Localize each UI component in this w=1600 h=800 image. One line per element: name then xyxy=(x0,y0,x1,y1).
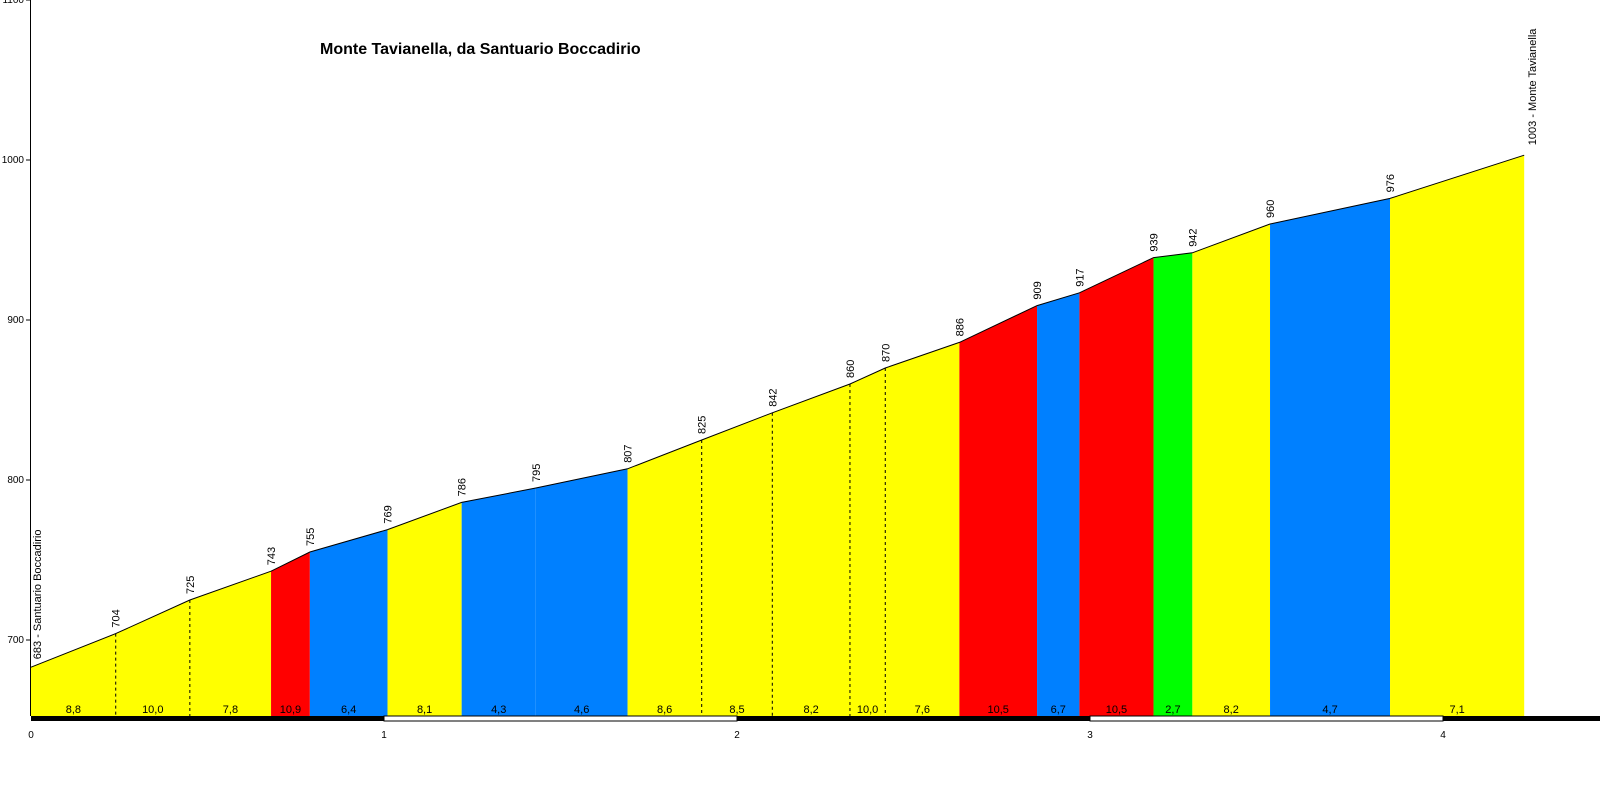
elevation-label: 842 xyxy=(767,388,779,406)
scale-bar-block xyxy=(1089,715,1444,722)
x-tick-label: 0 xyxy=(28,730,34,741)
gradient-label: 8,2 xyxy=(803,704,818,716)
y-axis-ticks: 700 800 900 1000 1100 xyxy=(2,0,31,646)
gradient-segment xyxy=(461,488,536,716)
scale-bar-block xyxy=(737,716,1090,721)
gradient-label: 4,6 xyxy=(574,704,589,716)
gradient-segment xyxy=(387,502,462,716)
gradient-label: 8,5 xyxy=(729,704,744,716)
gradient-segment xyxy=(627,440,702,716)
gradient-segment xyxy=(1037,292,1080,716)
y-tick-label: 1100 xyxy=(2,0,24,6)
elevation-label: 743 xyxy=(266,547,278,565)
gradient-label: 10,0 xyxy=(142,704,163,716)
elevation-label: 786 xyxy=(457,478,469,496)
gradient-segment xyxy=(1192,224,1271,716)
gradient-segment xyxy=(115,600,190,716)
gradient-segment xyxy=(885,342,960,716)
elevation-label: 860 xyxy=(845,360,857,378)
gradient-label: 2,7 xyxy=(1165,704,1180,716)
chart-title: Monte Tavianella, da Santuario Boccadiri… xyxy=(320,41,641,58)
distance-scale-bar xyxy=(31,715,1600,722)
elevation-labels: 704 725 743 755 769 786 795 807 825 842 860 870 886 9… xyxy=(111,174,1397,628)
gradient-segment xyxy=(1390,155,1525,716)
start-point-label: 683 - Santuario Boccadirio xyxy=(32,530,44,660)
gradient-segment xyxy=(1270,198,1391,716)
elevation-label: 807 xyxy=(623,444,635,462)
gradient-label: 7,6 xyxy=(915,704,930,716)
gradient-label: 8,1 xyxy=(417,704,432,716)
gradient-segment xyxy=(701,412,773,716)
gradient-label: 4,7 xyxy=(1322,704,1337,716)
gradient-segment xyxy=(1153,252,1193,717)
y-tick-label: 1000 xyxy=(2,155,25,166)
gradient-segment xyxy=(309,529,388,716)
gradient-segment xyxy=(772,384,850,716)
gradient-segment xyxy=(271,552,310,716)
profile-outline xyxy=(30,154,1525,668)
elevation-label: 909 xyxy=(1032,281,1044,299)
gradient-label: 10,9 xyxy=(280,704,301,716)
elevation-label: 795 xyxy=(531,464,543,482)
gradient-label: 6,7 xyxy=(1051,704,1066,716)
end-point-label: 1003 - Monte Tavianella xyxy=(1527,28,1539,145)
gradient-labels: 8,8 10,0 7,8 10,9 6,4 8,1 4,3 4,6 8,6 8,5 8,2 10,0 7… xyxy=(66,704,1465,716)
gradient-label: 10,0 xyxy=(857,704,878,716)
gradient-segment xyxy=(959,305,1038,716)
elevation-label: 755 xyxy=(305,528,317,546)
x-tick-label: 3 xyxy=(1087,730,1093,741)
gradient-segment xyxy=(849,368,886,716)
gradient-label: 4,3 xyxy=(491,704,506,716)
elevation-label: 725 xyxy=(185,576,197,594)
x-tick-label: 4 xyxy=(1440,730,1446,741)
gradient-segment xyxy=(1079,257,1154,716)
gradient-label: 10,5 xyxy=(1106,704,1127,716)
gradient-label: 8,2 xyxy=(1224,704,1239,716)
segment-dividers xyxy=(115,368,886,716)
elevation-label: 960 xyxy=(1265,200,1277,218)
scale-bar-block xyxy=(1443,716,1600,721)
gradient-segment xyxy=(31,633,116,716)
elevation-label: 917 xyxy=(1074,268,1086,286)
y-tick-label: 700 xyxy=(7,635,24,646)
gradient-label: 7,8 xyxy=(223,704,238,716)
x-tick-label: 2 xyxy=(734,730,740,741)
gradient-segment xyxy=(535,468,628,716)
elevation-label: 939 xyxy=(1149,233,1161,251)
elevation-label: 825 xyxy=(697,416,709,434)
elevation-label: 704 xyxy=(111,609,123,627)
scale-bar-block xyxy=(31,716,384,721)
elevation-label: 976 xyxy=(1385,174,1397,192)
y-tick-label: 900 xyxy=(7,315,24,326)
gradient-segment xyxy=(189,571,272,716)
x-axis-ticks: 0 1 2 3 4 xyxy=(28,730,1446,741)
gradient-label: 10,5 xyxy=(988,704,1009,716)
elevation-label: 870 xyxy=(880,344,892,362)
gradient-label: 8,6 xyxy=(657,704,672,716)
elevation-label: 886 xyxy=(954,318,966,336)
scale-bar-block xyxy=(383,715,738,722)
gradient-segments xyxy=(31,155,1525,717)
gradient-label: 7,1 xyxy=(1449,704,1464,716)
elevation-label: 942 xyxy=(1187,228,1199,246)
gradient-label: 6,4 xyxy=(341,704,356,716)
gradient-label: 8,8 xyxy=(66,704,81,716)
y-tick-label: 800 xyxy=(7,475,24,486)
x-tick-label: 1 xyxy=(381,730,387,741)
elevation-label: 769 xyxy=(383,505,395,523)
